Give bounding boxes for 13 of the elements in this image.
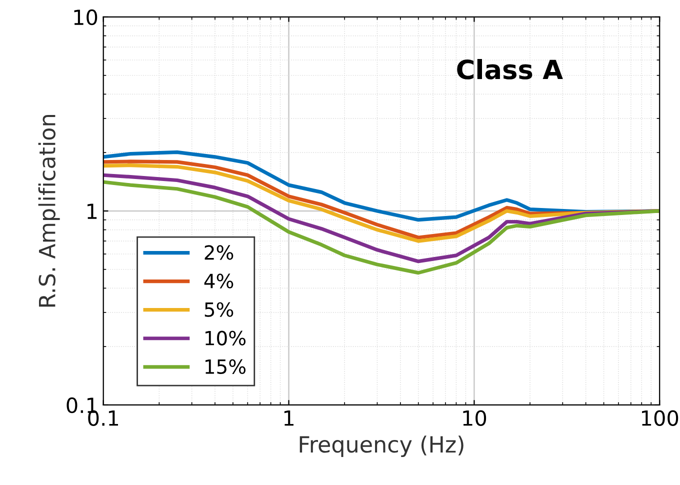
x-tick-label: 100 xyxy=(642,410,678,426)
x-axis-title: Frequency (Hz) xyxy=(300,436,464,458)
legend-label: 4% xyxy=(204,274,234,288)
legend-label: 2% xyxy=(204,245,234,260)
legend-label: 15% xyxy=(206,359,246,374)
x-tick-label: 1 xyxy=(284,410,294,426)
legend-label: 10% xyxy=(206,330,246,346)
y-axis-title: R.S. Amplification xyxy=(38,115,60,307)
x-tick-label: 10 xyxy=(463,410,486,426)
y-tick-label: 1 xyxy=(88,204,97,219)
annotation: Class A xyxy=(457,59,563,80)
y-tick-label: 10 xyxy=(74,9,98,26)
legend-label: 5% xyxy=(204,302,234,317)
